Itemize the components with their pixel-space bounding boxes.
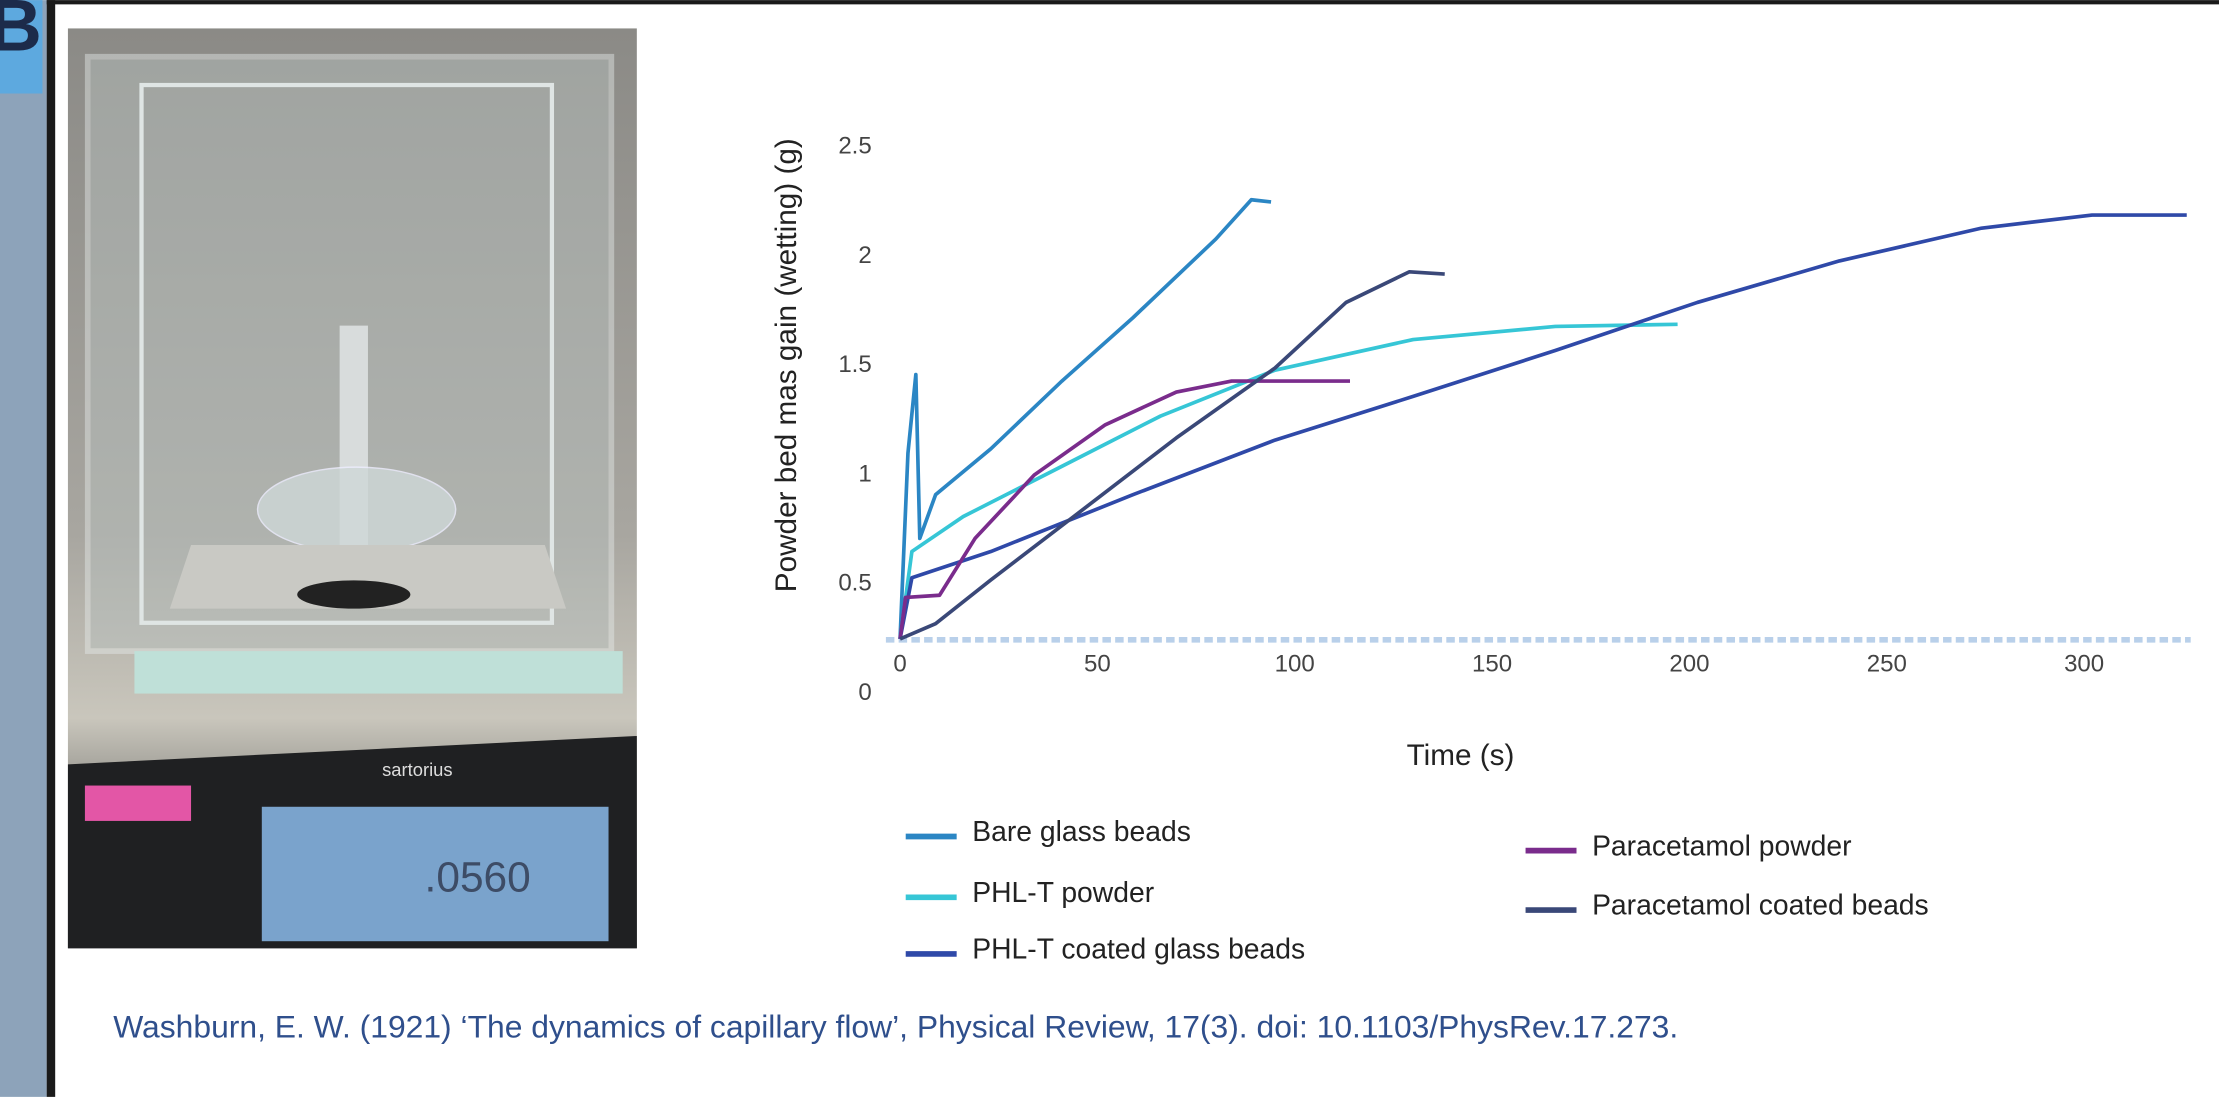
citation: Washburn, E. W. (1921) ‘The dynamics of … [113,1008,1678,1044]
sticker [85,786,191,821]
x-tick-label: 100 [1275,651,1315,678]
x-tick-label: 150 [1472,651,1512,678]
page: {"panel_label": "B", "photo": {"brand": … [0,0,2219,1097]
brand: sartorius [382,759,452,780]
x-tick-label: 250 [1867,651,1907,678]
pan-hole [297,580,410,608]
legend-label: Paracetamol powder [1592,829,1852,861]
y-tick-label: 1.5 [838,351,871,378]
x-axis-title: Time (s) [1407,739,1515,772]
border [47,0,55,1097]
legend-label: Bare glass beads [972,815,1191,847]
y-tick-label: 1 [858,460,871,487]
slide: B sartorius .0560 Powder bed mas gain (w… [0,0,2219,1097]
base [134,651,622,693]
y-tick-label: 2.5 [838,133,871,160]
y-axis-title: Powder bed mas gain (wetting) (g) [770,138,803,592]
dish [258,467,456,552]
legend-label: PHL-T coated glass beads [972,933,1305,965]
border [47,0,2219,4]
legend-label: PHL-T powder [972,876,1154,908]
side-strip [0,0,47,1097]
y-tick-label: 0 [858,679,871,706]
photo: sartorius .0560 [68,28,637,948]
y-tick-label: 0.5 [838,570,871,597]
panel-label: B [0,0,42,67]
display-reading: .0560 [425,854,531,901]
y-tick-label: 2 [858,242,871,269]
x-tick-label: 300 [2064,651,2104,678]
x-tick-label: 50 [1084,651,1111,678]
legend-label: Paracetamol coated beads [1592,889,1929,921]
x-tick-label: 0 [893,651,906,678]
x-tick-label: 200 [1669,651,1709,678]
